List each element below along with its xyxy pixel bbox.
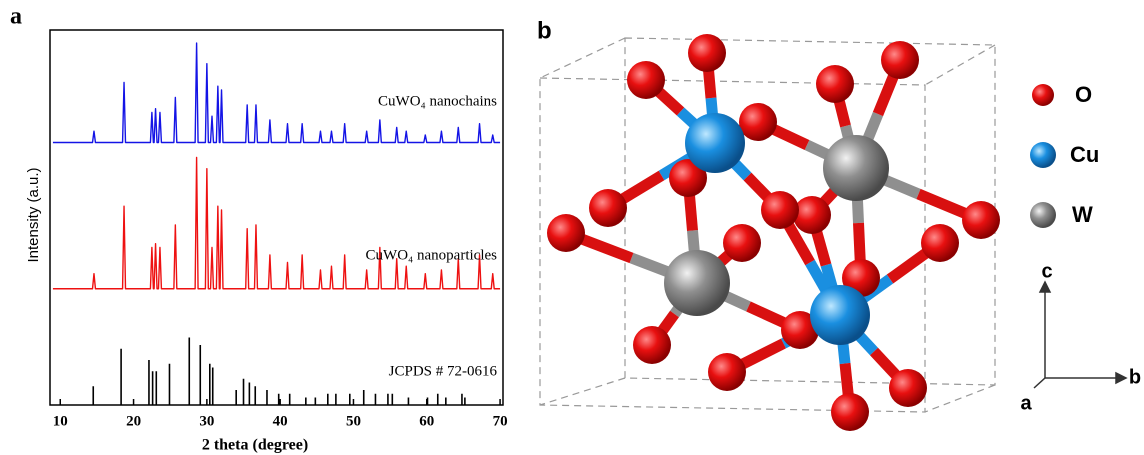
axis-label: c: [1041, 260, 1052, 282]
x-tick-label: 50: [346, 413, 361, 429]
oxygen-atom: [547, 214, 585, 252]
oxygen-atom: [889, 369, 927, 407]
metal-atom: [810, 285, 870, 345]
y-axis-title: Intensity (a.u.): [25, 167, 42, 262]
oxygen-atom: [962, 201, 1000, 239]
legend-label: W: [1072, 202, 1093, 227]
x-axis-title: 2 theta (degree): [202, 437, 308, 454]
x-tick-label: 20: [126, 413, 141, 429]
series-label: CuWO₄ nanoparticles: [366, 247, 498, 263]
oxygen-atom: [589, 189, 627, 227]
oxygen-atom: [816, 65, 854, 103]
oxygen-atom: [921, 224, 959, 262]
xrd-pattern: [53, 158, 500, 289]
series-label: CuWO₄ nanochains: [378, 93, 497, 109]
oxygen-atom: [633, 326, 671, 364]
legend-label: Cu: [1070, 142, 1099, 167]
oxygen-atom: [739, 103, 777, 141]
series-label: JCPDS # 72-0616: [389, 363, 498, 379]
metal-atom: [664, 250, 730, 316]
legend-swatch: [1030, 142, 1056, 168]
plot-area: 10 20 30 40 50 60 70 CuWO₄ nanochains CuWO₄ nano…: [53, 43, 508, 429]
metal-atom: [823, 135, 889, 201]
legend-label: O: [1075, 82, 1092, 107]
panel-label: b: [537, 17, 552, 44]
x-tick-label: 30: [199, 413, 214, 429]
legend-swatch: [1030, 202, 1056, 228]
oxygen-atom: [723, 224, 761, 262]
metal-atom: [685, 113, 745, 173]
figure: a 2 theta (degree) Intensity (a.u.) 10 20…: [0, 0, 1144, 455]
axes-indicator: [1034, 282, 1126, 388]
crystal-structure: b O Cu W c b a: [537, 17, 1141, 431]
oxygen-atom: [688, 34, 726, 72]
oxygen-atom: [708, 353, 746, 391]
x-tick-label: 60: [419, 413, 434, 429]
x-tick-label: 40: [273, 413, 288, 429]
legend-swatch: [1032, 84, 1054, 106]
oxygen-atom: [881, 41, 919, 79]
x-tick-label: 10: [53, 413, 68, 429]
oxygen-atom: [761, 191, 799, 229]
axis-label: b: [1129, 366, 1141, 388]
x-tick-label: 70: [493, 413, 508, 429]
panel-label: a: [10, 4, 22, 30]
axis-label: a: [1020, 392, 1032, 414]
oxygen-atom: [627, 61, 665, 99]
plot-frame: [50, 30, 503, 405]
oxygen-atom: [831, 393, 869, 431]
oxygen-atom: [793, 196, 831, 234]
